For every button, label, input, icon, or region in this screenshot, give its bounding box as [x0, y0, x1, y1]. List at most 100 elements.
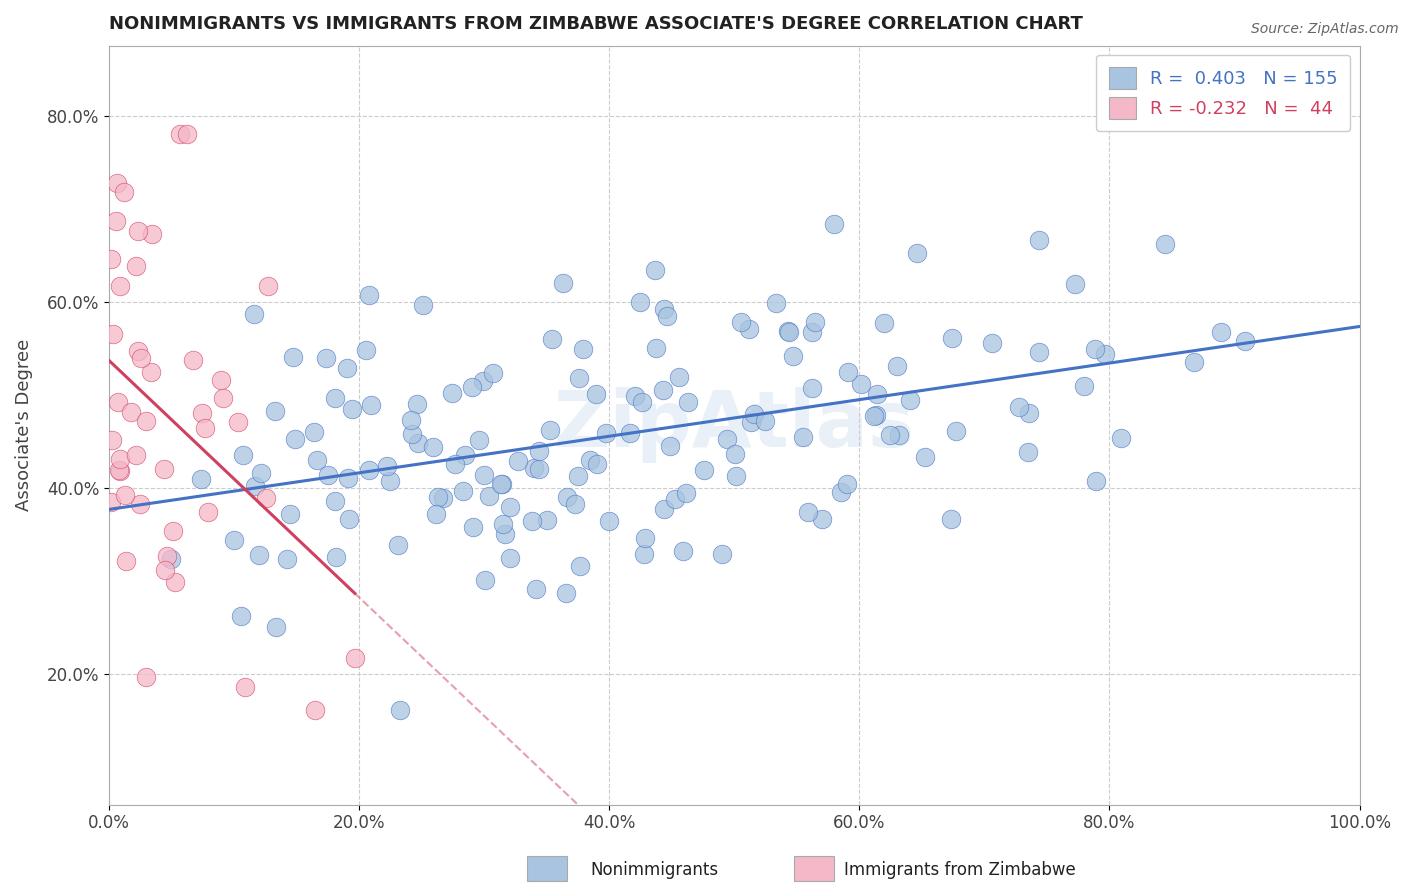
Text: ZipAtlas: ZipAtlas — [554, 387, 915, 463]
Point — [654, 501, 676, 516]
Text: Immigrants from Zimbabwe: Immigrants from Zimbabwe — [844, 861, 1076, 879]
Point — [316, 467, 339, 482]
Point — [422, 441, 444, 455]
Point — [156, 549, 179, 563]
Point — [797, 505, 820, 519]
Point — [491, 477, 513, 491]
Point — [499, 551, 522, 566]
Point — [105, 176, 128, 190]
Point — [124, 259, 146, 273]
Point — [387, 538, 409, 552]
Point — [1153, 236, 1175, 251]
Point — [360, 398, 382, 412]
Point — [830, 484, 852, 499]
Point — [634, 531, 657, 545]
Point — [153, 564, 176, 578]
Point — [738, 322, 761, 336]
Point — [160, 552, 183, 566]
Point — [1084, 474, 1107, 488]
Point — [165, 575, 187, 590]
Point — [357, 288, 380, 302]
Point — [754, 414, 776, 428]
Point — [887, 428, 910, 442]
Point — [232, 448, 254, 462]
Point — [337, 512, 360, 526]
Point — [115, 554, 138, 568]
Point — [778, 325, 800, 339]
Point — [474, 573, 496, 587]
Point — [141, 227, 163, 241]
Point — [1084, 342, 1107, 356]
Point — [571, 342, 593, 356]
Point — [340, 401, 363, 416]
Point — [835, 477, 858, 491]
Point — [742, 408, 765, 422]
Point — [905, 246, 928, 260]
Point — [226, 415, 249, 429]
Point — [800, 381, 823, 395]
Point — [336, 361, 359, 376]
Point — [716, 432, 738, 446]
Point — [598, 514, 620, 528]
Point — [939, 512, 962, 526]
Point — [633, 547, 655, 561]
Point — [595, 425, 617, 440]
Point — [672, 543, 695, 558]
Point — [1017, 444, 1039, 458]
Point — [354, 343, 377, 357]
Point — [131, 351, 153, 366]
Point — [190, 472, 212, 486]
Point — [862, 409, 884, 423]
Point — [343, 651, 366, 665]
Point — [100, 252, 122, 266]
Point — [1109, 431, 1132, 445]
Point — [538, 424, 561, 438]
Point — [281, 350, 304, 364]
Point — [461, 380, 484, 394]
Point — [586, 458, 609, 472]
Point — [623, 389, 645, 403]
Point — [529, 462, 551, 476]
Point — [1028, 345, 1050, 359]
Point — [108, 464, 131, 478]
Point — [112, 185, 135, 199]
Y-axis label: Associate's Degree: Associate's Degree — [15, 339, 32, 511]
Point — [127, 224, 149, 238]
Point — [1209, 325, 1232, 339]
Point — [245, 479, 267, 493]
Point — [941, 331, 963, 345]
Point — [554, 586, 576, 600]
Point — [108, 452, 131, 467]
Point — [668, 370, 690, 384]
Text: Nonimmigrants: Nonimmigrants — [591, 861, 718, 879]
Point — [257, 278, 280, 293]
Point — [886, 359, 908, 373]
Point — [401, 426, 423, 441]
Point — [101, 434, 124, 448]
Point — [865, 408, 887, 422]
Point — [325, 392, 347, 406]
Point — [628, 294, 651, 309]
Point — [194, 421, 217, 435]
Point — [451, 484, 474, 499]
Point — [472, 468, 495, 483]
Point — [197, 505, 219, 519]
Point — [724, 447, 747, 461]
Point — [139, 365, 162, 379]
Point — [120, 405, 142, 419]
Point — [304, 425, 326, 439]
Point — [851, 377, 873, 392]
Text: Source: ZipAtlas.com: Source: ZipAtlas.com — [1251, 22, 1399, 37]
Point — [1064, 277, 1087, 292]
Point — [710, 547, 733, 561]
Point — [250, 466, 273, 480]
Point — [1094, 347, 1116, 361]
Point — [664, 491, 686, 506]
Point — [804, 315, 827, 329]
Point — [247, 548, 270, 562]
Point — [181, 352, 204, 367]
Point — [127, 344, 149, 359]
Point — [1028, 233, 1050, 247]
Point — [740, 415, 762, 429]
Point — [135, 670, 157, 684]
